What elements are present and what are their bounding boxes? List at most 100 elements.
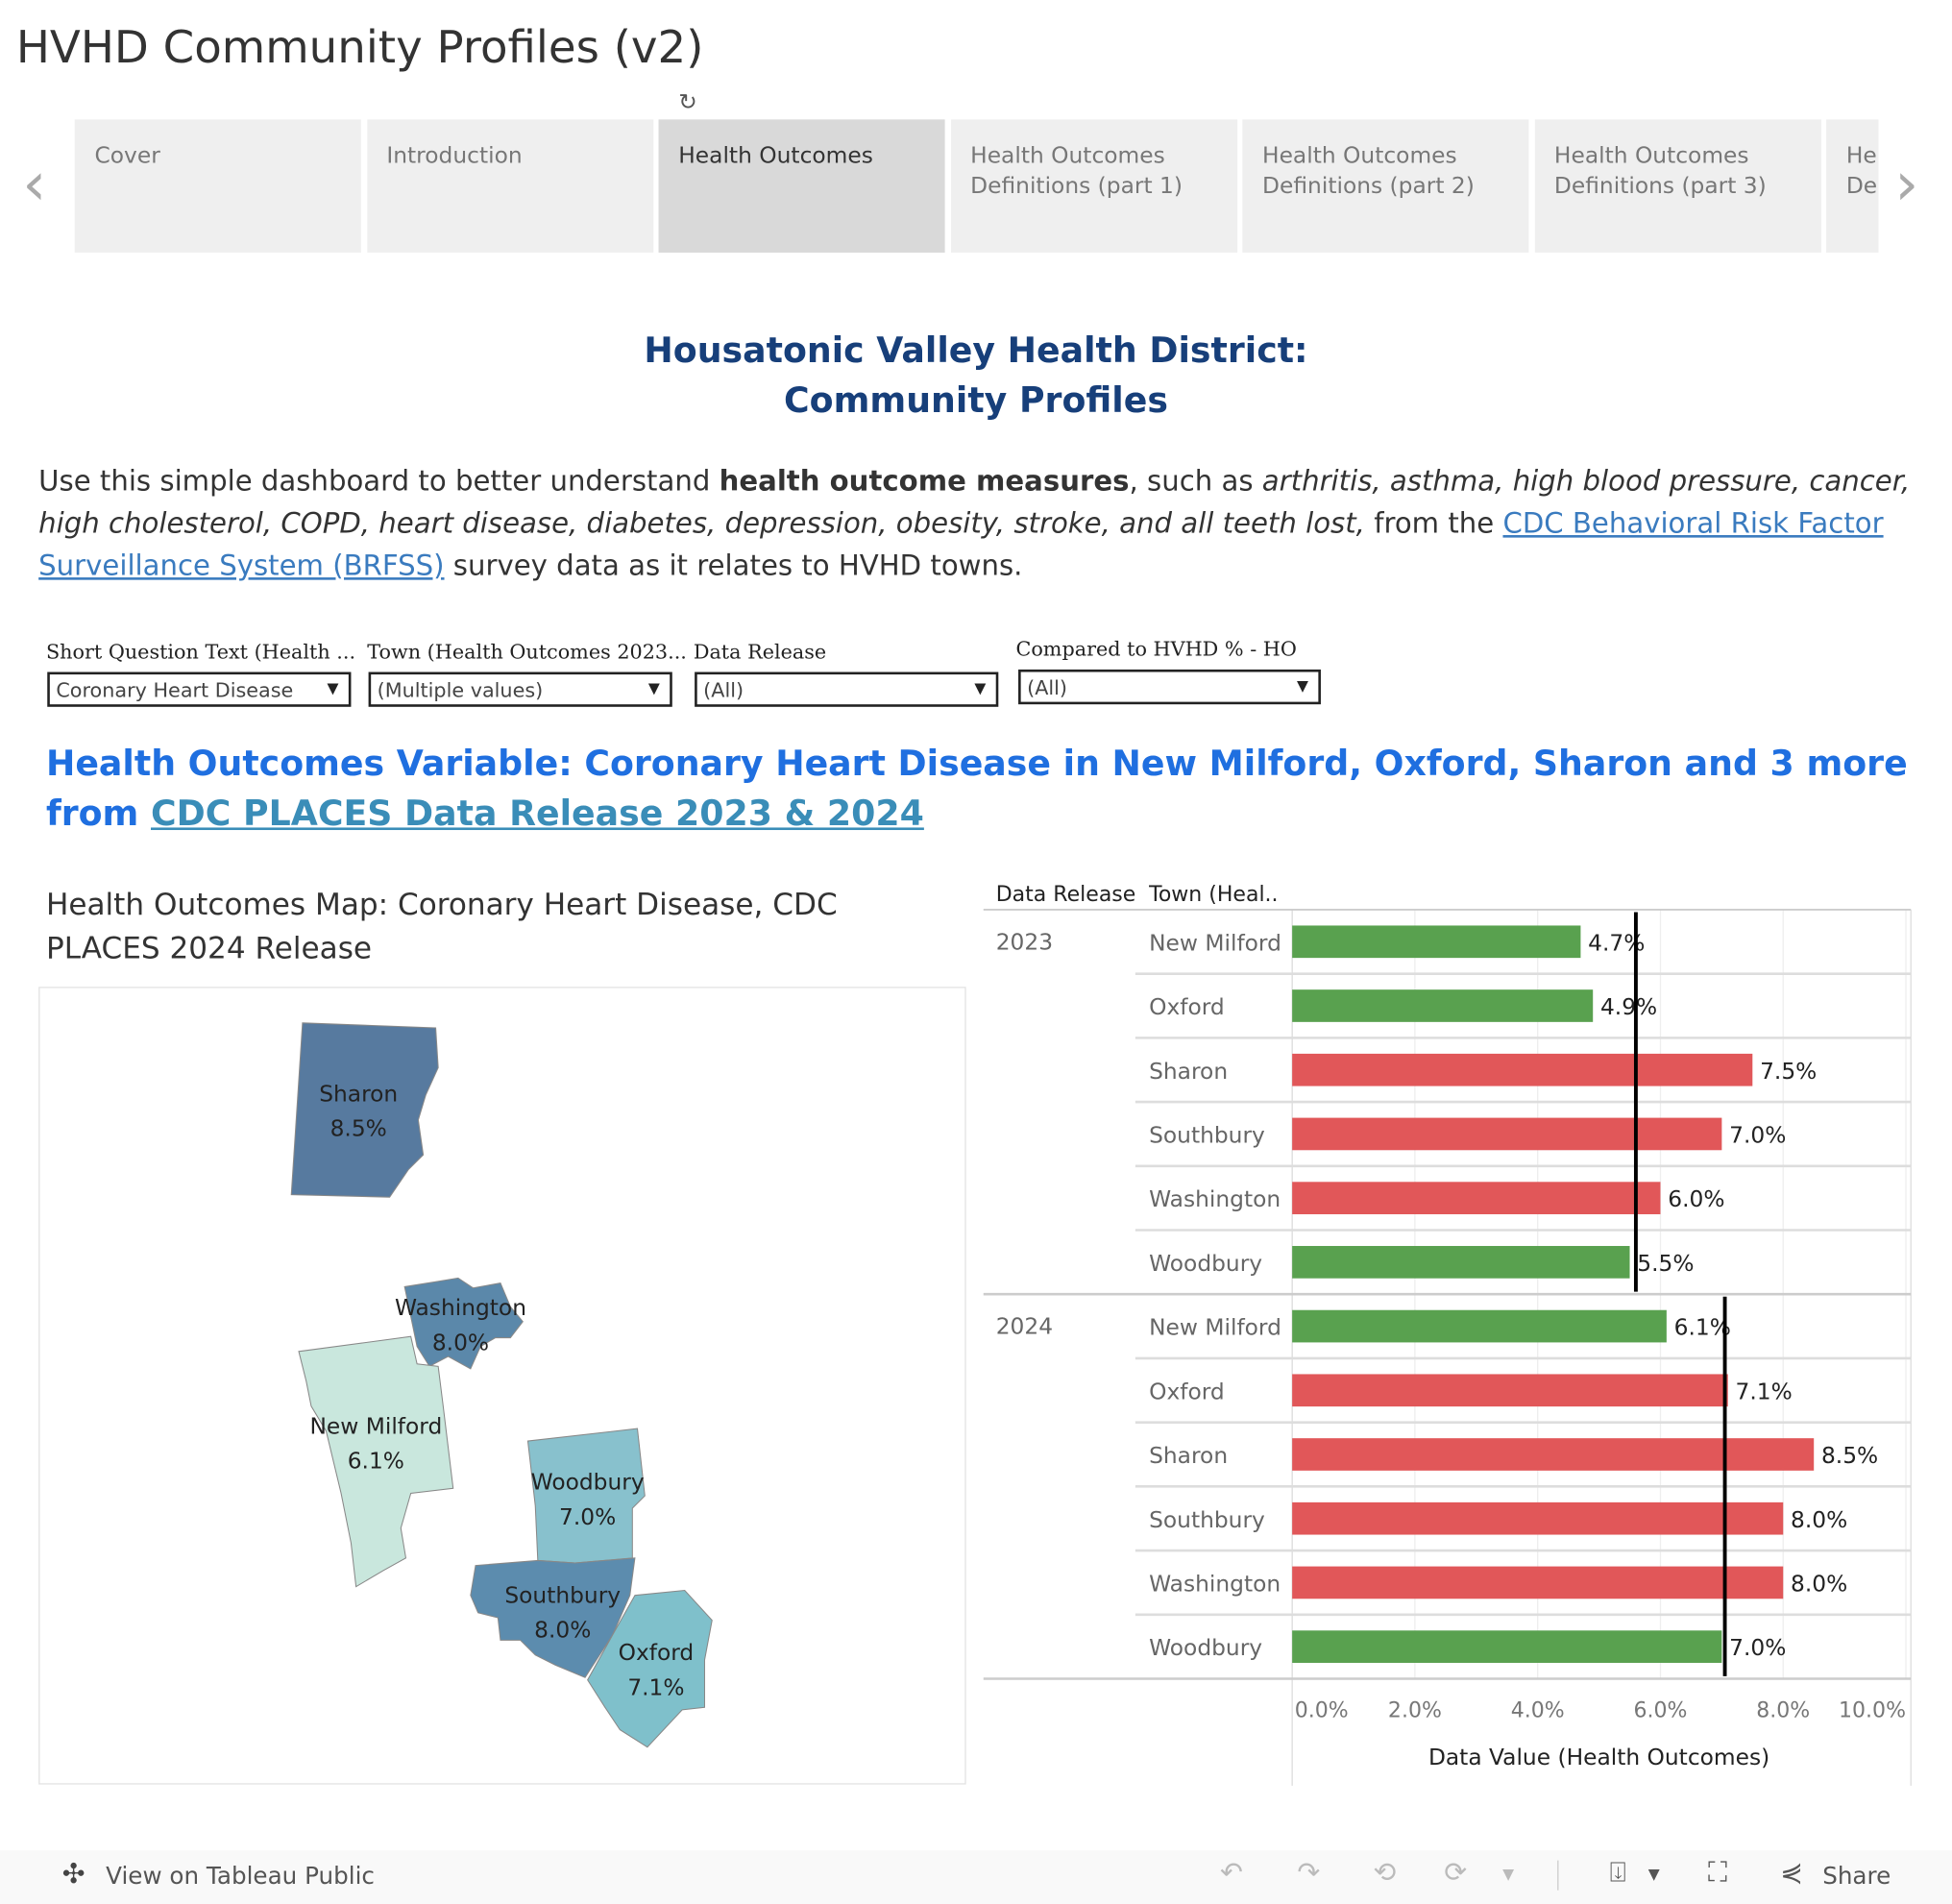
town-label: Washington: [1149, 1186, 1281, 1212]
town-label: Oxford: [1149, 1379, 1225, 1404]
bar-2024-southbury[interactable]: [1292, 1501, 1784, 1535]
bar-2024-sharon[interactable]: [1292, 1438, 1815, 1471]
bar-2023-sharon[interactable]: [1292, 1053, 1753, 1086]
workbook-title: HVHD Community Profiles (v2): [15, 22, 704, 74]
bar-2023-oxford[interactable]: [1292, 989, 1594, 1022]
map-label-new-milford: New Milford: [309, 1413, 442, 1439]
town-label: Sharon: [1149, 1059, 1228, 1085]
share-icon[interactable]: ⋞: [1780, 1858, 1804, 1890]
filter-town-dropdown[interactable]: (Multiple values) ▼: [368, 671, 672, 707]
town-label: Woodbury: [1149, 1251, 1262, 1277]
bar-value-label: 6.0%: [1668, 1186, 1724, 1212]
bar-2024-new-milford[interactable]: [1292, 1309, 1667, 1343]
town-label: Woodbury: [1149, 1635, 1262, 1661]
bar-2024-oxford[interactable]: [1292, 1374, 1728, 1407]
bar-value-label: 8.0%: [1791, 1507, 1847, 1533]
tab-health-outcomes-definitions-part-1[interactable]: Health Outcomes Definitions (part 1): [950, 119, 1237, 253]
bar-value-label: 7.0%: [1729, 1123, 1786, 1149]
filter-value: (All): [1027, 675, 1068, 700]
x-tick-label: 4.0%: [1511, 1699, 1565, 1723]
bar-2024-woodbury[interactable]: [1292, 1630, 1722, 1663]
filter-question-dropdown[interactable]: Coronary Heart Disease ▼: [47, 671, 352, 707]
map-town-southbury[interactable]: [470, 1557, 636, 1678]
map-value-new-milford: 6.1%: [348, 1449, 404, 1475]
map-value-southbury: 8.0%: [534, 1618, 591, 1644]
undo-icon[interactable]: ↶: [1219, 1858, 1243, 1890]
map-value-oxford: 7.1%: [627, 1674, 684, 1700]
dashboard-heading: Housatonic Valley Health District: Commu…: [0, 326, 1952, 426]
map-label-washington: Washington: [395, 1295, 526, 1321]
row-header-release: Data Release: [996, 883, 1136, 907]
map-value-sharon: 8.5%: [330, 1116, 387, 1142]
filter-label-question: Short Question Text (Health ...: [45, 639, 356, 664]
tabs-prev-arrow-icon[interactable]: ‹: [22, 149, 47, 219]
cdc-places-link[interactable]: CDC PLACES Data Release 2023 & 2024: [151, 793, 924, 834]
tab-cover[interactable]: Cover: [74, 119, 361, 253]
tab-he-de[interactable]: He De: [1826, 119, 1879, 253]
map-town-washington[interactable]: [403, 1277, 524, 1370]
bar-2023-new-milford[interactable]: [1292, 925, 1581, 959]
share-button[interactable]: Share: [1822, 1863, 1891, 1891]
intro-text: from the: [1364, 507, 1503, 541]
toolbar-divider: [1557, 1860, 1559, 1891]
filter-value: Coronary Heart Disease: [56, 677, 294, 702]
redo-icon[interactable]: ↷: [1297, 1858, 1321, 1890]
bar-value-label: 8.0%: [1791, 1571, 1847, 1597]
bar-value-label: 7.5%: [1760, 1059, 1817, 1085]
refresh-data-icon[interactable]: ⟳: [1444, 1858, 1468, 1890]
intro-italic: arthritis, asthma, high blood pressure, …: [38, 465, 1911, 541]
map-town-new-milford[interactable]: [298, 1335, 454, 1588]
town-label: Southbury: [1149, 1507, 1265, 1533]
intro-bold: health outcome measures: [719, 465, 1130, 499]
map-frame: [38, 987, 966, 1785]
map-label-sharon: Sharon: [319, 1081, 398, 1107]
tabs-next-arrow-icon[interactable]: ›: [1894, 149, 1919, 219]
download-icon[interactable]: ⍗: [1609, 1858, 1626, 1890]
tableau-toolbar: ✣ View on Tableau Public ↶ ↷ ⟲ ⟳ ▼ ⍗ ▼ ⛶…: [0, 1850, 1952, 1904]
dropdown-arrow-icon: ▼: [974, 679, 987, 697]
tab-health-outcomes-definitions-part-3[interactable]: Health Outcomes Definitions (part 3): [1534, 119, 1821, 253]
revert-icon[interactable]: ⟲: [1373, 1858, 1397, 1890]
brfss-link[interactable]: CDC Behavioral Risk Factor Surveillance …: [38, 507, 1884, 583]
intro-text: survey data as it relates to HVHD towns.: [444, 549, 1023, 583]
bar-2023-washington[interactable]: [1292, 1182, 1661, 1214]
bar-value-label: 5.5%: [1637, 1251, 1694, 1277]
dropdown-arrow-icon: ▼: [1297, 676, 1308, 695]
tab-health-outcomes[interactable]: Health Outcomes: [658, 119, 945, 253]
x-tick-label: 6.0%: [1633, 1699, 1687, 1723]
release-label: 2024: [996, 1314, 1053, 1340]
town-label: New Milford: [1149, 1315, 1281, 1341]
tableau-logo-icon: ✣: [61, 1859, 85, 1891]
dropdown-arrow-icon[interactable]: ▼: [1502, 1865, 1515, 1883]
map-town-oxford[interactable]: [587, 1589, 713, 1748]
map-value-washington: 8.0%: [432, 1330, 489, 1356]
x-tick-label: 2.0%: [1388, 1699, 1442, 1723]
refresh-icon[interactable]: ↻: [678, 89, 697, 116]
fullscreen-icon[interactable]: ⛶: [1707, 1858, 1727, 1890]
town-label: Southbury: [1149, 1123, 1265, 1149]
view-on-tableau-link[interactable]: View on Tableau Public: [106, 1863, 375, 1891]
tab-introduction[interactable]: Introduction: [366, 119, 653, 253]
map-town-sharon[interactable]: [290, 1022, 439, 1198]
x-tick-label: 0.0%: [1295, 1699, 1349, 1723]
x-tick-label: 8.0%: [1756, 1699, 1810, 1723]
bar-2024-washington[interactable]: [1292, 1566, 1784, 1599]
row-header-town: Town (Heal..: [1148, 883, 1278, 907]
map-value-woodbury: 7.0%: [559, 1504, 616, 1530]
filter-label-town: Town (Health Outcomes 2023...: [367, 639, 687, 664]
bar-2023-southbury[interactable]: [1292, 1117, 1722, 1151]
dropdown-arrow-icon[interactable]: ▼: [1647, 1865, 1660, 1883]
filter-label-release: Data Release: [693, 639, 827, 664]
filter-compared-dropdown[interactable]: (All) ▼: [1018, 669, 1321, 705]
heading-line-2: Community Profiles: [784, 379, 1168, 421]
x-axis-title: Data Value (Health Outcomes): [1428, 1745, 1769, 1770]
tab-health-outcomes-definitions-part-2[interactable]: Health Outcomes Definitions (part 2): [1242, 119, 1529, 253]
filter-release-dropdown[interactable]: (All) ▼: [695, 671, 999, 707]
intro-text: Use this simple dashboard to better unde…: [38, 465, 720, 499]
map-title: Health Outcomes Map: Coronary Heart Dise…: [45, 887, 838, 966]
bar-2023-woodbury[interactable]: [1292, 1246, 1630, 1279]
intro-text: , such as: [1129, 465, 1262, 499]
x-tick-label: 10.0%: [1839, 1699, 1906, 1723]
